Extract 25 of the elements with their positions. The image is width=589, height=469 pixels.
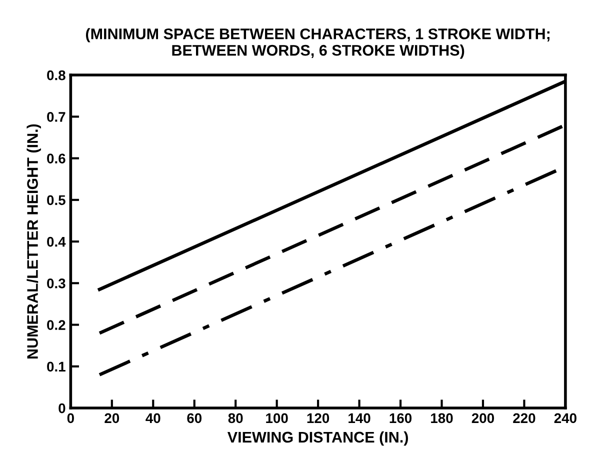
- y-tick-label: 0.6: [47, 154, 66, 164]
- y-tick-label: 0.5: [47, 195, 66, 206]
- x-tick-label: 80: [228, 413, 243, 424]
- y-tick-label: 0.3: [47, 278, 66, 288]
- x-tick-label: 240: [554, 413, 576, 424]
- x-tick-label: 180: [431, 413, 453, 424]
- chart-title: (MINIMUM SPACE BETWEEN CHARACTERS, 1 STROKE WIDTH; BETWEEN WORDS, 6 STROKE WIDTHS): [86, 28, 550, 59]
- y-tick-label: 0.7: [47, 112, 66, 122]
- x-tick-label: 0: [67, 413, 74, 424]
- x-tick-label: 160: [390, 413, 412, 424]
- y-tick-label: 0.1: [47, 362, 66, 372]
- x-axis-title: VIEWING DISTANCE (IN.): [227, 431, 408, 446]
- x-tick-label: 220: [513, 413, 536, 424]
- x-tick-label: 40: [146, 413, 160, 424]
- y-tick-label: 0.4: [47, 236, 66, 247]
- y-tick-label: 0: [58, 403, 66, 414]
- y-tick-label: 0.8: [47, 70, 66, 80]
- y-tick-label: 0.2: [47, 320, 66, 330]
- x-tick-label: 140: [348, 413, 370, 424]
- x-tick-label: 120: [307, 413, 330, 424]
- x-tick-label: 200: [472, 413, 494, 424]
- x-tick-label: 20: [104, 413, 120, 424]
- y-axis-title: NUMERAL/LETTER HEIGHT (IN.): [26, 124, 41, 358]
- x-tick-label: 60: [187, 413, 202, 424]
- x-tick-label: 100: [266, 413, 288, 424]
